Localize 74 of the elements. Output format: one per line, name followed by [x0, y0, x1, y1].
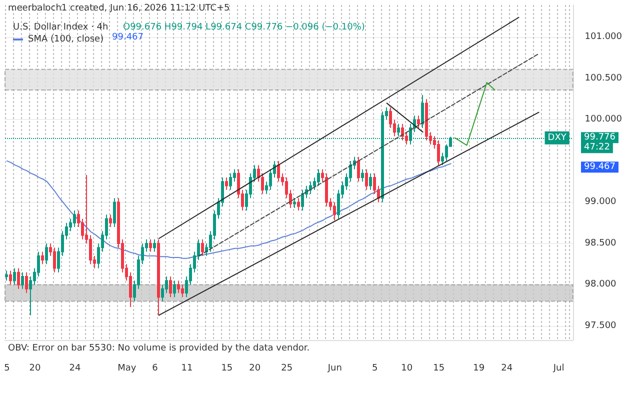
- legend-label: SMA (100, close): [28, 34, 104, 44]
- candlestick: [9, 270, 12, 286]
- candlestick: [301, 189, 304, 211]
- x-tick-label: 24: [69, 364, 81, 374]
- candlestick: [421, 94, 424, 128]
- candlestick: [113, 198, 116, 228]
- y-tick-label: 98.500: [584, 238, 617, 248]
- candlestick: [293, 198, 296, 208]
- y-tick-label: 101.000: [584, 32, 622, 42]
- candlestick: [153, 238, 156, 252]
- y-tick-label: 100.000: [584, 114, 622, 125]
- annotation: 99.467: [112, 32, 144, 42]
- x-tick-label: 20: [29, 364, 41, 374]
- ref-line-label: DXY: [548, 132, 567, 143]
- x-tick-label: 10: [401, 364, 413, 374]
- candlestick: [297, 198, 300, 211]
- y-tick-label: 100.500: [584, 73, 622, 84]
- candlestick: [361, 168, 364, 182]
- text: OBV: Error on bar 5530: No volume is provided by the data vendor.: [8, 344, 310, 354]
- line-series: [454, 82, 496, 146]
- candlestick: [21, 272, 24, 290]
- x-tick-label: 5: [372, 364, 378, 374]
- line-series: [6, 160, 452, 259]
- x-tick-label: May: [118, 364, 137, 374]
- candlestick: [397, 123, 400, 137]
- candlestick: [369, 172, 372, 190]
- candlestick: [181, 284, 184, 298]
- candlestick: [229, 172, 232, 190]
- x-tick-label: 24: [501, 364, 513, 374]
- candlestick: [45, 242, 48, 265]
- candlestick: [309, 181, 312, 194]
- candlestick: [25, 272, 28, 294]
- candlestick: [53, 247, 56, 273]
- text: O99.676 H99.794 L99.674 C99.776 −0.096 (−0.10%): [123, 22, 365, 32]
- candlestick: [277, 160, 280, 182]
- x-tick-label: 15: [433, 364, 445, 374]
- candlestick: [425, 98, 428, 141]
- x-tick-label: Jun: [326, 364, 342, 374]
- text: 47:22: [584, 142, 610, 153]
- candlestick: [317, 168, 320, 186]
- candlestick: [13, 268, 16, 286]
- x-tick-label: 19: [473, 364, 485, 374]
- x-tick-label: 5: [4, 364, 10, 374]
- text: 99.776: [584, 132, 616, 143]
- candlestick: [325, 172, 328, 207]
- y-tick-label: 98.000: [584, 280, 617, 290]
- candlestick: [17, 268, 20, 290]
- x-tick-label: 20: [249, 364, 261, 374]
- y-tick-label: 99.000: [584, 197, 617, 208]
- x-tick-label: 25: [281, 364, 293, 374]
- y-tick-label: 97.500: [584, 320, 617, 331]
- candlestick: [333, 202, 336, 221]
- candlestick: [73, 210, 76, 228]
- candlestick: [5, 270, 8, 282]
- x-tick-label: 11: [181, 364, 193, 374]
- text: U.S. Dollar Index · 4h: [13, 22, 108, 32]
- x-tick-label: Jul: [552, 364, 564, 374]
- candlestick: [357, 156, 360, 182]
- candlestick: [365, 168, 368, 190]
- candlestick: [437, 140, 440, 166]
- candlestick: [149, 238, 152, 252]
- candlestick: [225, 176, 228, 190]
- candlestick: [177, 280, 180, 294]
- x-tick-label: 15: [221, 364, 233, 374]
- candlestick: [173, 280, 176, 298]
- text: 99.467: [584, 162, 616, 172]
- candlestick: [201, 238, 204, 256]
- candlestick: [417, 115, 420, 128]
- candlestick: [109, 214, 112, 228]
- candlestick: [169, 276, 172, 298]
- candlestick: [157, 238, 160, 316]
- x-tick-label: 6: [152, 364, 158, 374]
- candlestick: [41, 251, 44, 265]
- annotation: meerbaloch1 created, Jun 16, 2026 11:12 UTC+5: [8, 4, 230, 14]
